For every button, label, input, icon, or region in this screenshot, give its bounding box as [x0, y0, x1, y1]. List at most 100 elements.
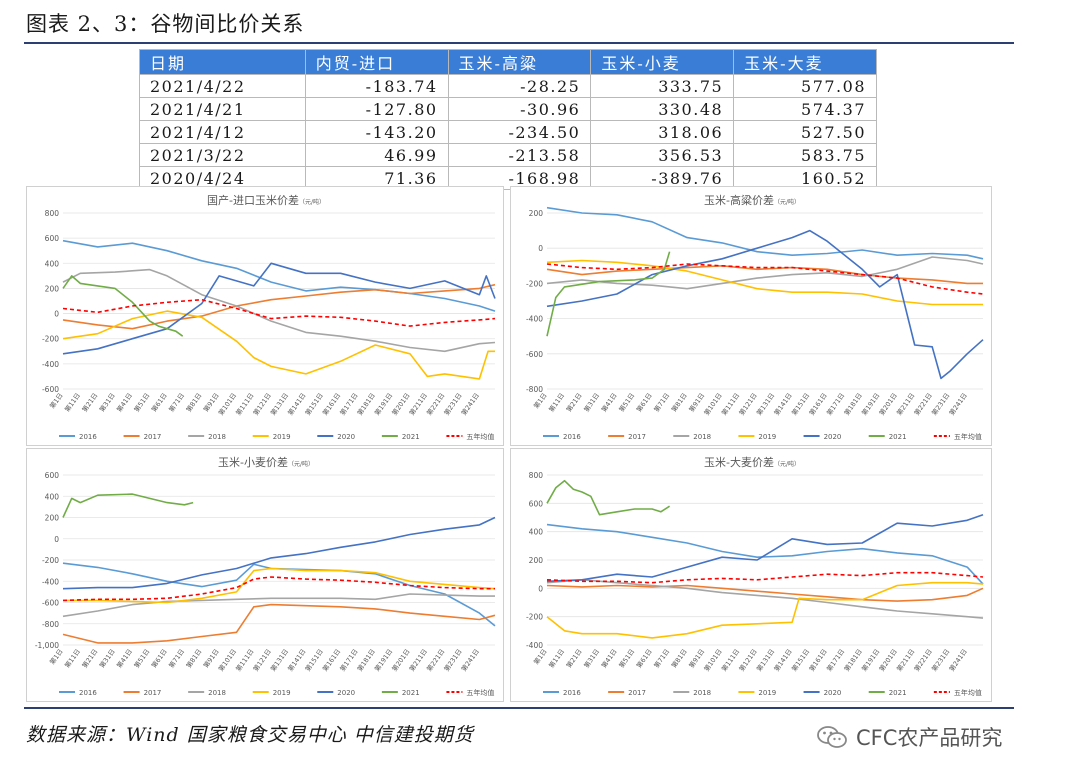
y-tick-label: 200 [45, 284, 60, 293]
x-tick-label: 第41日 [599, 647, 619, 670]
series-line-2017 [546, 584, 984, 602]
chart-panel-corn-barley: 玉米-大麦价差（元/吨） -400 -200 0 200 400 600 800 第1日 第11日… [510, 448, 992, 702]
legend-label: 2021 [889, 689, 907, 697]
legend-label: 2020 [824, 433, 842, 441]
legend-label: 2021 [402, 689, 420, 697]
corn-barley-spread-chart: 玉米-大麦价差（元/吨）-400-2000200400600800第1日第11日… [526, 455, 984, 697]
series-line-2016 [62, 239, 496, 312]
table-cell: 330.48 [590, 97, 735, 121]
legend-label: 2016 [79, 689, 97, 697]
legend-label: 2019 [758, 689, 776, 697]
source-note: 数据来源：Wind 国家粮食交易中心 中信建投期货 [26, 724, 474, 746]
x-tick-label: 第71日 [167, 391, 187, 414]
y-tick-label: 0 [538, 244, 543, 253]
price-spread-table: 日期 内贸-进口 玉米-高粱 玉米-小麦 玉米-大麦 2021/4/22 -183.74-… [139, 49, 877, 190]
legend-label: 2019 [273, 689, 291, 697]
legend-label: 2020 [337, 433, 355, 441]
table-row: 2021/3/22 46.99 -213.58 356.53 583.75 [139, 143, 877, 167]
legend-label: 2018 [693, 689, 711, 697]
y-tick-label: -200 [526, 279, 543, 288]
table-cell: 333.75 [590, 74, 735, 98]
x-tick-label: 第61日 [634, 391, 654, 414]
y-tick-label: -400 [42, 360, 59, 369]
y-tick-label: 200 [529, 556, 544, 565]
y-tick-label: -400 [526, 315, 543, 324]
x-tick-label: 第11日 [547, 391, 567, 414]
legend-label: 2016 [79, 433, 97, 441]
x-tick-label: 第31日 [97, 391, 117, 414]
table-cell: 583.75 [733, 143, 877, 167]
series-line-五年均值 [546, 571, 984, 584]
y-tick-label: -400 [42, 577, 59, 586]
corn-sorghum-spread-chart: 玉米-高粱价差（元/吨）-800-600-400-2000200第1日第11日第… [526, 193, 984, 441]
table-cell: 2021/3/22 [139, 143, 306, 167]
table-header-cell: 玉米-高粱 [447, 49, 592, 75]
table-header-cell: 玉米-大麦 [733, 49, 877, 75]
table-cell: -183.74 [304, 74, 449, 98]
legend-label: 2017 [628, 433, 646, 441]
watermark-text: CFC农产品研究 [856, 726, 1003, 750]
chart-title: 玉米-小麦价差（元/吨） [218, 455, 314, 469]
legend-label: 2021 [402, 433, 420, 441]
table-cell: -30.96 [447, 97, 592, 121]
table-row: 2021/4/12 -143.20 -234.50 318.06 527.50 [139, 120, 877, 144]
x-tick-label: 第71日 [652, 391, 672, 414]
table-cell: 527.50 [733, 120, 877, 144]
y-tick-label: -600 [526, 350, 543, 359]
legend-label: 五年均值 [466, 688, 494, 697]
y-tick-label: -800 [42, 620, 59, 629]
y-tick-label: 0 [54, 535, 59, 544]
series-line-2020 [546, 513, 984, 583]
chart-title: 国产-进口玉米价差（元/吨） [207, 193, 325, 207]
series-line-2018 [546, 256, 984, 290]
table-cell: 2021/4/22 [139, 74, 306, 98]
table-cell: 318.06 [590, 120, 735, 144]
series-line-2017 [546, 265, 983, 285]
legend-label: 2017 [628, 689, 646, 697]
table-cell: -143.20 [304, 120, 449, 144]
table-cell: 574.37 [733, 97, 877, 121]
figure-title: 图表 2、3：谷物间比价关系 [26, 12, 305, 36]
series-line-2021 [546, 479, 671, 516]
chart-title: 玉米-大麦价差（元/吨） [704, 455, 800, 469]
y-tick-label: -800 [526, 385, 543, 394]
x-tick-label: 第31日 [582, 647, 602, 670]
legend-label: 2016 [563, 689, 581, 697]
table-cell: 46.99 [304, 143, 449, 167]
x-tick-label: 第241日 [459, 391, 481, 417]
series-line-2018 [62, 268, 496, 353]
chart-panel-corn-wheat: 玉米-小麦价差（元/吨） -1,000 -800 -600 -400 -200 0 200 40… [26, 448, 504, 702]
legend-label: 2019 [273, 433, 291, 441]
domestic-import-spread-chart: 国产-进口玉米价差（元/吨） -600 -400 -200 0 200 400 600 800 第… [42, 193, 496, 441]
legend-label: 2019 [758, 433, 776, 441]
series-line-2020 [546, 229, 984, 380]
table-cell: 2021/4/12 [139, 120, 306, 144]
series-line-2021 [546, 251, 671, 337]
legend-label: 2018 [693, 433, 711, 441]
series-line-2019 [62, 310, 495, 380]
series-line-2021 [62, 493, 194, 518]
x-tick-label: 第41日 [114, 647, 134, 670]
x-tick-label: 第41日 [599, 391, 619, 414]
x-tick-label: 第71日 [167, 647, 187, 670]
legend-label: 2017 [144, 433, 162, 441]
x-tick-label: 第61日 [149, 391, 169, 414]
table-cell: -213.58 [447, 143, 592, 167]
series-line-2017 [62, 283, 496, 330]
legend-label: 五年均值 [954, 432, 982, 441]
x-tick-label: 第81日 [184, 647, 204, 670]
series-line-2019 [546, 581, 984, 639]
y-tick-label: 400 [45, 492, 60, 501]
series-line-2016 [546, 523, 984, 585]
y-tick-label: 200 [529, 209, 544, 218]
x-tick-label: 第11日 [547, 647, 567, 670]
series-line-2019 [63, 567, 496, 604]
legend-label: 2016 [563, 433, 581, 441]
y-tick-label: 400 [45, 259, 60, 268]
y-tick-label: 400 [529, 528, 544, 537]
x-tick-label: 第31日 [97, 647, 117, 670]
x-tick-label: 第61日 [149, 647, 169, 670]
top-divider [24, 42, 1014, 44]
x-tick-label: 第51日 [617, 391, 637, 414]
x-tick-label: 第21日 [564, 647, 584, 670]
